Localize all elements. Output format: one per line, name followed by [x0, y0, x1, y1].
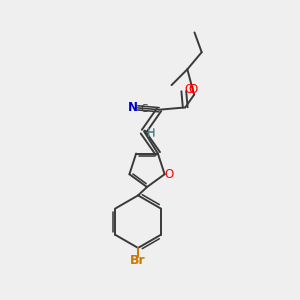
Text: O: O — [165, 168, 174, 181]
Text: C: C — [140, 104, 148, 114]
Text: Br: Br — [130, 254, 146, 267]
Text: O: O — [184, 83, 194, 96]
Text: H: H — [147, 128, 156, 138]
Text: O: O — [188, 83, 197, 96]
Text: N: N — [128, 101, 137, 114]
Text: H: H — [146, 128, 155, 139]
